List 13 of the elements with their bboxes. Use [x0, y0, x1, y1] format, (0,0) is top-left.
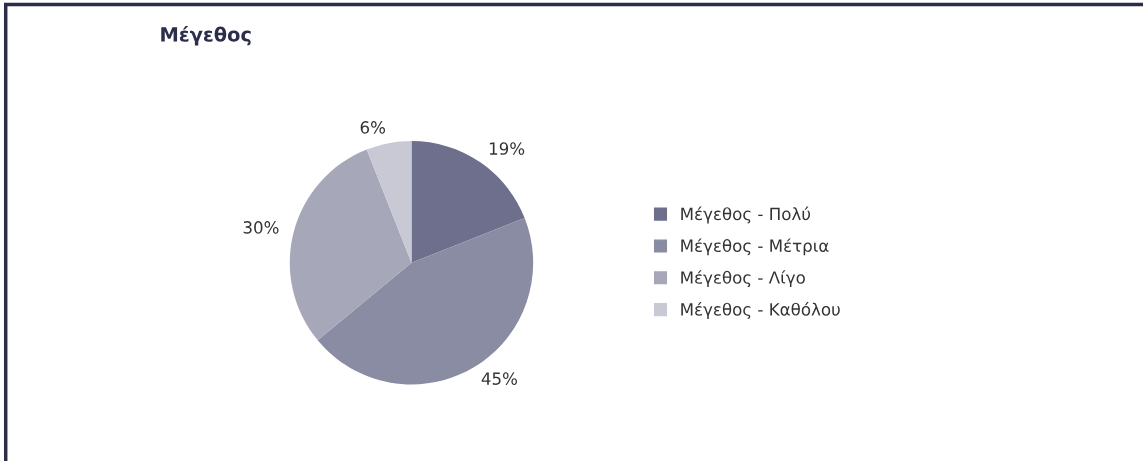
legend-label: Μέγεθος - Λίγο: [681, 270, 805, 288]
data-label: 45%: [481, 372, 517, 385]
legend-label: Μέγεθος - Καθόλου: [681, 302, 840, 319]
chart-title: Μέγεθος: [161, 25, 251, 46]
pie-slice: [289, 149, 412, 341]
pie-slice: [366, 141, 412, 263]
data-label: 19%: [489, 142, 525, 155]
data-label: 6%: [360, 121, 386, 134]
pie-slice: [411, 141, 525, 263]
legend-label: Μέγεθος - Μέτρια: [681, 238, 829, 256]
legend-label: Μέγεθος - Πολύ: [681, 206, 810, 224]
data-label: 30%: [243, 221, 279, 234]
pie-slice: [317, 217, 534, 385]
